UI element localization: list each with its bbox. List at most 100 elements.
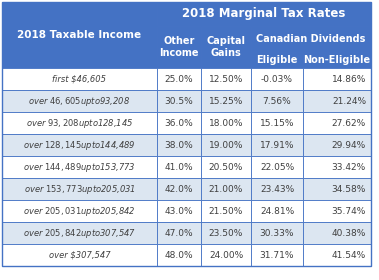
Bar [201,244,251,266]
Text: over $205,031 up to $205,842: over $205,031 up to $205,842 [23,204,136,218]
Bar [2,90,157,112]
Bar [2,68,157,90]
Text: 35.74%: 35.74% [332,207,366,216]
Bar [303,134,371,156]
Text: over $46,605 up to $93,208: over $46,605 up to $93,208 [28,95,131,108]
Bar [303,178,371,200]
Text: 41.54%: 41.54% [332,251,366,260]
Text: 29.94%: 29.94% [332,141,366,150]
Bar [303,222,371,244]
Bar [303,112,371,134]
Bar [157,26,201,68]
Bar [201,112,251,134]
Text: over $307,547: over $307,547 [49,251,110,260]
Text: Capital
Gains: Capital Gains [207,36,246,58]
Bar [303,156,371,178]
Text: 41.0%: 41.0% [165,162,193,171]
Text: 23.43%: 23.43% [260,185,294,193]
Bar [2,156,157,178]
Bar [2,134,157,156]
Text: 36.0%: 36.0% [164,118,193,127]
Text: 30.33%: 30.33% [260,228,294,237]
Text: 40.38%: 40.38% [332,228,366,237]
Text: 31.71%: 31.71% [260,251,294,260]
Text: 24.00%: 24.00% [209,251,243,260]
Text: 15.25%: 15.25% [209,97,243,106]
Bar [157,178,201,200]
Text: 14.86%: 14.86% [332,74,366,83]
Bar [157,156,201,178]
Text: 34.58%: 34.58% [332,185,366,193]
Bar [201,90,251,112]
Bar [251,178,303,200]
Text: 19.00%: 19.00% [209,141,243,150]
Text: 21.00%: 21.00% [209,185,243,193]
Text: 22.05%: 22.05% [260,162,294,171]
Bar [157,244,201,266]
Bar [251,112,303,134]
Bar [201,26,251,68]
Bar [2,244,157,266]
Bar [303,52,371,68]
Bar [157,2,371,26]
Text: 17.91%: 17.91% [260,141,294,150]
Bar [251,200,303,222]
Text: 42.0%: 42.0% [165,185,193,193]
Text: first $46,605: first $46,605 [53,74,106,83]
Bar [303,68,371,90]
Text: -0.03%: -0.03% [261,74,293,83]
Bar [201,222,251,244]
Text: 18.00%: 18.00% [209,118,243,127]
Bar [251,68,303,90]
Text: 48.0%: 48.0% [165,251,193,260]
Text: 2018 Marginal Tax Rates: 2018 Marginal Tax Rates [182,8,346,20]
Bar [303,244,371,266]
Bar [157,112,201,134]
Text: 21.50%: 21.50% [209,207,243,216]
Bar [251,222,303,244]
Text: Eligible: Eligible [256,55,298,65]
Bar [251,52,303,68]
Bar [201,156,251,178]
Text: Non-Eligible: Non-Eligible [304,55,371,65]
Bar [2,200,157,222]
Text: over $205,842 up to $307,547: over $205,842 up to $307,547 [23,227,136,239]
Text: 20.50%: 20.50% [209,162,243,171]
Text: 30.5%: 30.5% [164,97,193,106]
Text: 2018 Taxable Income: 2018 Taxable Income [17,30,142,40]
Text: over $93,208 up to $128,145: over $93,208 up to $128,145 [26,116,133,129]
Bar [157,68,201,90]
Bar [2,222,157,244]
Text: 7.56%: 7.56% [263,97,291,106]
Bar [2,178,157,200]
Text: Other
Income: Other Income [159,36,199,58]
Bar [251,244,303,266]
Text: 21.24%: 21.24% [332,97,366,106]
Bar [157,134,201,156]
Bar [201,200,251,222]
Text: 15.15%: 15.15% [260,118,294,127]
Text: 27.62%: 27.62% [332,118,366,127]
Bar [303,90,371,112]
Bar [157,222,201,244]
Text: over $153,773 up to $205,031: over $153,773 up to $205,031 [23,183,135,195]
Bar [201,134,251,156]
Bar [251,134,303,156]
Text: 23.50%: 23.50% [209,228,243,237]
Bar [157,90,201,112]
Bar [201,68,251,90]
Bar [2,112,157,134]
Bar [251,90,303,112]
Text: over $128,145 up to $144,489: over $128,145 up to $144,489 [23,139,136,151]
Text: 24.81%: 24.81% [260,207,294,216]
Bar [157,200,201,222]
Text: 33.42%: 33.42% [332,162,366,171]
Text: over $144,489 up to $153,773: over $144,489 up to $153,773 [23,160,136,174]
Text: Canadian Dividends: Canadian Dividends [256,34,366,44]
Text: 47.0%: 47.0% [165,228,193,237]
Bar [303,200,371,222]
Text: 38.0%: 38.0% [164,141,193,150]
Text: 43.0%: 43.0% [165,207,193,216]
Bar [201,178,251,200]
Bar [251,156,303,178]
